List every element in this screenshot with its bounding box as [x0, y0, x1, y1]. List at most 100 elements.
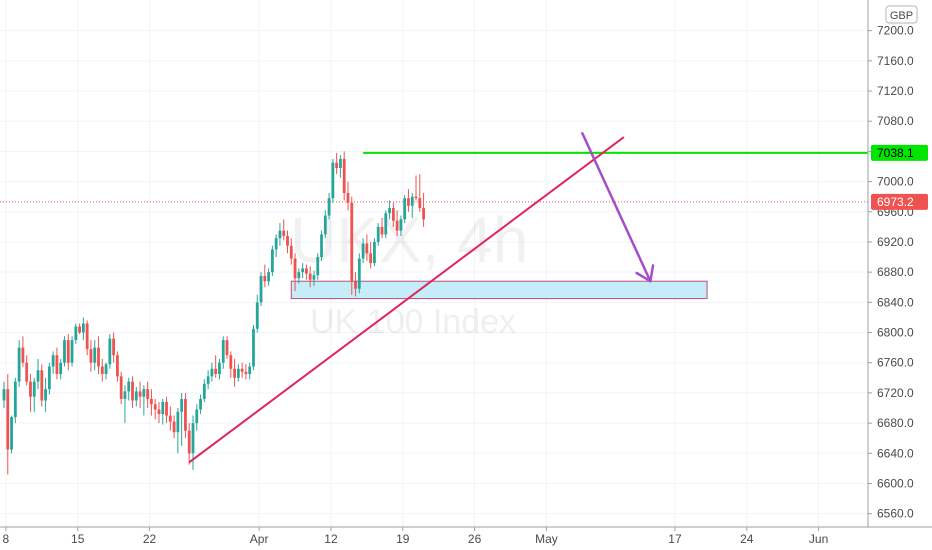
candle [263, 264, 267, 288]
support-zone [290, 280, 708, 300]
candle [6, 374, 10, 475]
candle [119, 371, 123, 405]
y-tick-label: 7000.0 [877, 175, 914, 189]
candle [335, 152, 339, 175]
candle-body [40, 370, 44, 401]
candle-body [85, 323, 89, 350]
candle-body [312, 275, 316, 280]
y-tick-label: 6560.0 [877, 507, 914, 521]
candle [165, 396, 168, 424]
candle-body [214, 368, 218, 375]
candles [2, 151, 425, 475]
projection-arrow-shaft [581, 132, 652, 283]
candle [70, 336, 74, 367]
candle-body [97, 347, 100, 367]
candle [403, 195, 407, 224]
candle-body [403, 198, 407, 220]
candle-body [131, 381, 134, 401]
candle [376, 223, 380, 246]
candle [218, 358, 221, 380]
candle [10, 415, 13, 454]
candle [191, 415, 195, 470]
candle [127, 377, 131, 401]
watermark: UKX, 4h UK 100 Index [290, 204, 528, 341]
candle [97, 336, 100, 375]
candle [210, 362, 214, 382]
candle-body [100, 366, 104, 375]
annotation-layer-back [0, 201, 868, 300]
candle [44, 377, 47, 412]
candle [312, 270, 316, 286]
y-tick-label: 6800.0 [877, 326, 914, 340]
candle-body [142, 389, 146, 397]
candle-body [252, 328, 255, 367]
candle [187, 423, 191, 465]
candle-body [161, 401, 165, 415]
y-tick-label: 6640.0 [877, 446, 914, 460]
candle [422, 192, 425, 227]
candle-body [180, 398, 184, 412]
candle [138, 381, 142, 409]
candle [399, 215, 403, 236]
price-tag: 6973.2 [871, 193, 928, 210]
candle-body [66, 340, 70, 363]
candle-body [36, 370, 40, 382]
x-tick-label: Apr [250, 532, 269, 546]
candle-body [289, 245, 293, 259]
candle [206, 370, 210, 390]
candle [369, 241, 373, 269]
candle [354, 272, 357, 297]
candle-body [112, 338, 116, 356]
candle-body [70, 340, 74, 363]
candle-body [168, 415, 172, 422]
candle [414, 175, 418, 201]
candle [150, 389, 153, 416]
candle-body [327, 198, 331, 216]
price-tag-bg [871, 144, 928, 161]
candle-body [176, 411, 180, 433]
candle [153, 398, 157, 420]
y-axis[interactable]: GBP 7200.07160.07120.07080.07040.07000.0… [867, 0, 932, 527]
candle [202, 379, 206, 402]
candle-body [150, 398, 153, 405]
candle [74, 323, 78, 344]
candle-body [221, 340, 225, 363]
candle [131, 376, 134, 409]
x-tick-label: 17 [668, 532, 682, 546]
x-axis[interactable]: 8 15 22 Apr 12 19 26 May 17 24 Jun [0, 526, 932, 550]
candle-body [165, 401, 168, 416]
candle [407, 189, 410, 212]
candle-body [119, 376, 123, 399]
candle-body [44, 389, 47, 401]
candle-body [153, 404, 157, 410]
candle [289, 238, 293, 265]
candle [342, 151, 346, 201]
candle [157, 401, 161, 424]
candle [100, 358, 104, 382]
candle-body [225, 340, 229, 356]
candle [236, 364, 240, 382]
candle-body [78, 326, 81, 333]
candle-body [297, 272, 301, 279]
price-tag: 7038.1 [871, 144, 928, 161]
candle-body [346, 192, 350, 203]
candle [146, 381, 150, 409]
candle [176, 408, 180, 454]
candle-body [123, 391, 127, 399]
watermark-name: UK 100 Index [310, 303, 516, 341]
candle [81, 317, 85, 341]
x-tick-label: May [535, 532, 558, 546]
candle-body [157, 409, 161, 415]
candle-body [339, 158, 342, 169]
candle [112, 332, 116, 363]
price-tags: 7038.1 6973.2 [871, 144, 928, 210]
price-tag-bg [871, 193, 928, 210]
candle-body [25, 362, 29, 382]
candle [104, 362, 108, 380]
candle [55, 347, 59, 380]
candle-body [350, 202, 354, 282]
candle [410, 192, 414, 218]
candle [123, 385, 127, 424]
y-tick-label: 7160.0 [877, 54, 914, 68]
